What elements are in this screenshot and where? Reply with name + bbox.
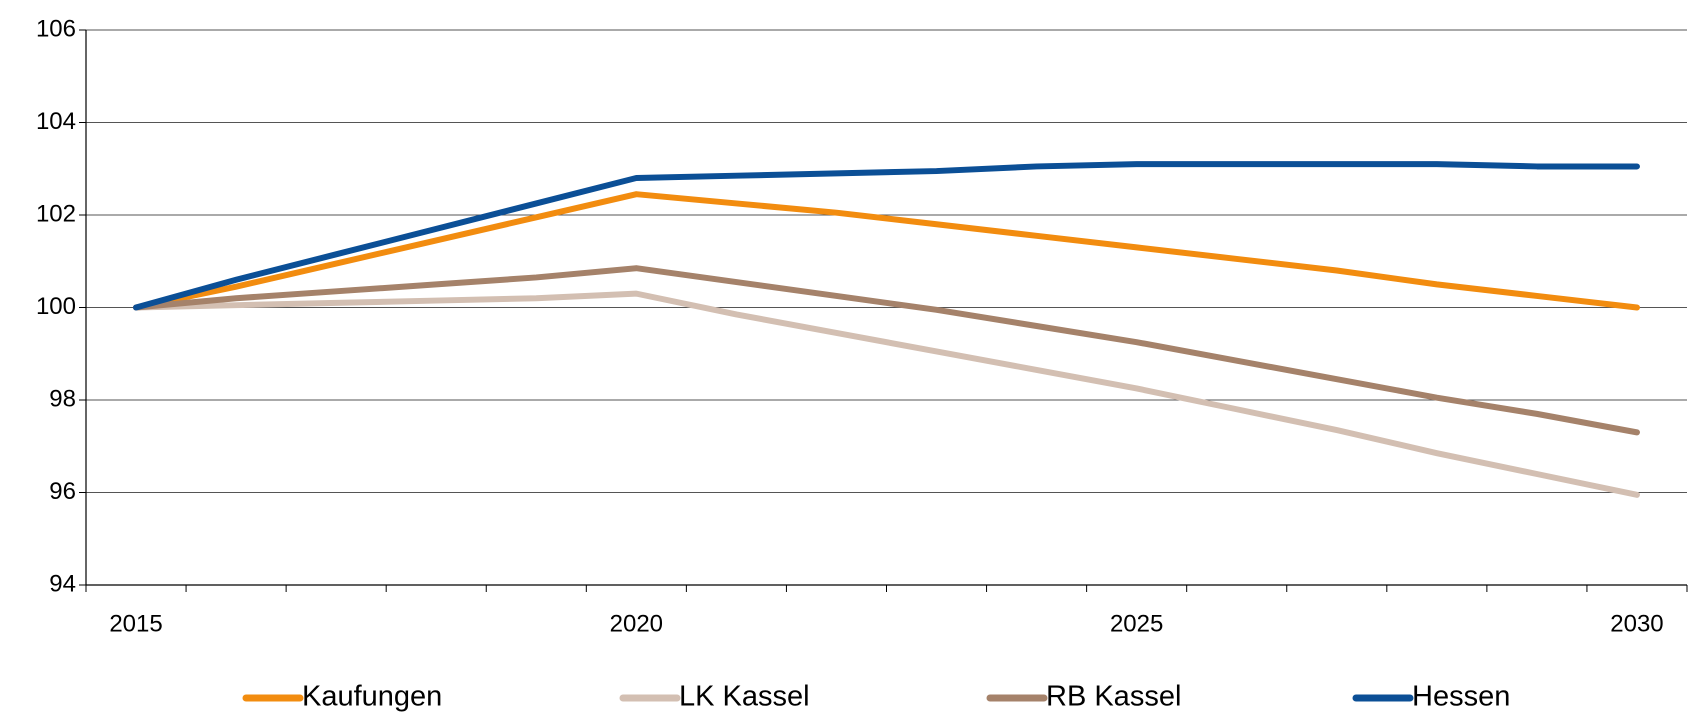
- y-tick-label: 100: [36, 293, 76, 320]
- legend-label: Hessen: [1412, 681, 1510, 713]
- y-tick-label: 102: [36, 200, 76, 227]
- x-tick-label: 2025: [1110, 610, 1163, 637]
- x-tick-label: 2030: [1610, 610, 1663, 637]
- x-tick-label: 2015: [109, 610, 162, 637]
- y-tick-label: 94: [49, 570, 76, 597]
- y-tick-label: 96: [49, 478, 76, 505]
- legend-label: RB Kassel: [1046, 681, 1181, 713]
- x-tick-label: 2020: [610, 610, 663, 637]
- y-tick-label: 106: [36, 15, 76, 42]
- legend-label: Kaufungen: [302, 681, 442, 713]
- legend-label: LK Kassel: [679, 681, 810, 713]
- series-line: [133, 191, 1640, 311]
- series-line: [133, 290, 1640, 498]
- y-tick-label: 98: [49, 385, 76, 412]
- series-line: [133, 265, 1640, 436]
- legend: Kaufungen LK Kassel RB Kassel Hessen: [242, 681, 1510, 713]
- y-tick-label: 104: [36, 108, 76, 135]
- series-line: [133, 161, 1640, 311]
